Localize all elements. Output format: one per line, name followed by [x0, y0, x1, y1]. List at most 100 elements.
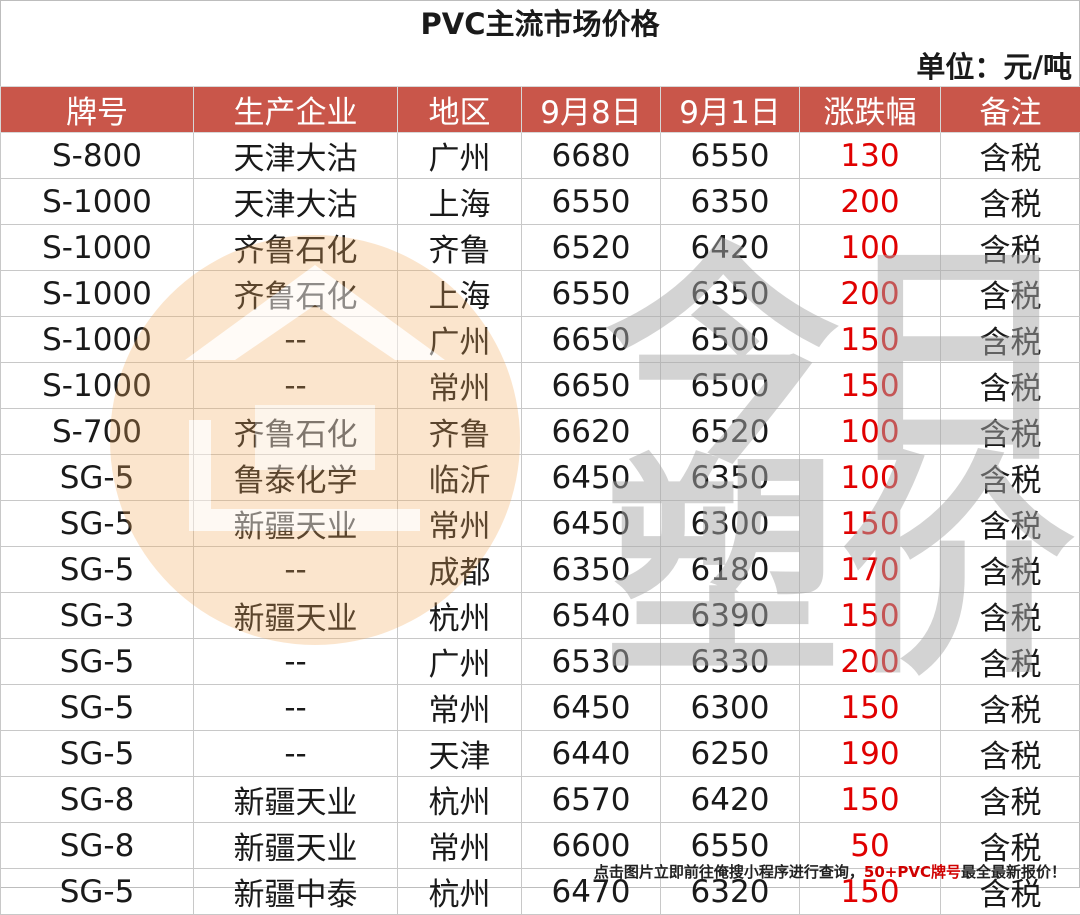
- cell-change: 150: [800, 685, 941, 731]
- cell-price-previous: 6300: [661, 501, 800, 547]
- cell-grade: S-700: [1, 409, 194, 455]
- header-note: 备注: [941, 87, 1080, 133]
- cell-price-previous: 6550: [661, 133, 800, 179]
- cell-price-previous: 6500: [661, 363, 800, 409]
- cell-price-current: 6450: [522, 455, 661, 501]
- cell-grade: S-1000: [1, 179, 194, 225]
- cell-region: 常州: [398, 363, 522, 409]
- cell-grade: SG-5: [1, 869, 194, 915]
- cell-price-current: 6530: [522, 639, 661, 685]
- cell-grade: SG-5: [1, 455, 194, 501]
- cell-grade: S-1000: [1, 225, 194, 271]
- cell-note: 含税: [941, 639, 1080, 685]
- cell-note: 含税: [941, 731, 1080, 777]
- cell-note: 含税: [941, 133, 1080, 179]
- cell-grade: SG-5: [1, 639, 194, 685]
- cell-producer: --: [194, 317, 398, 363]
- cell-price-previous: 6300: [661, 685, 800, 731]
- cell-grade: S-1000: [1, 363, 194, 409]
- cell-price-current: 6540: [522, 593, 661, 639]
- cell-price-current: 6520: [522, 225, 661, 271]
- cell-note: 含税: [941, 409, 1080, 455]
- cell-price-current: 6680: [522, 133, 661, 179]
- cell-region: 广州: [398, 133, 522, 179]
- cell-price-current: 6570: [522, 777, 661, 823]
- cell-price-current: 6550: [522, 179, 661, 225]
- unit-label: 单位：元/吨: [916, 48, 1072, 86]
- cell-grade: SG-8: [1, 777, 194, 823]
- cell-producer: 新疆天业: [194, 593, 398, 639]
- cell-price-previous: 6350: [661, 179, 800, 225]
- cell-change: 190: [800, 731, 941, 777]
- cell-change: 150: [800, 501, 941, 547]
- header-grade: 牌号: [1, 87, 194, 133]
- cell-producer: 新疆天业: [194, 501, 398, 547]
- cell-note: 含税: [941, 501, 1080, 547]
- cell-price-previous: 6180: [661, 547, 800, 593]
- cell-note: 含税: [941, 179, 1080, 225]
- footer-prefix: 点击图片立即前往俺搜小程序进行查询，: [594, 863, 864, 881]
- cell-price-previous: 6420: [661, 225, 800, 271]
- cell-region: 杭州: [398, 869, 522, 915]
- cell-note: 含税: [941, 225, 1080, 271]
- cell-region: 常州: [398, 823, 522, 869]
- table-header-row: 牌号 生产企业 地区 9月8日 9月1日 涨跌幅 备注: [1, 87, 1080, 133]
- cell-region: 成都: [398, 547, 522, 593]
- header-date-current: 9月8日: [522, 87, 661, 133]
- cell-producer: --: [194, 639, 398, 685]
- footer-highlight: 50+PVC牌号: [864, 863, 961, 881]
- footer-note[interactable]: 点击图片立即前往俺搜小程序进行查询，50+PVC牌号最全最新报价！: [594, 861, 1066, 882]
- cell-producer: 齐鲁石化: [194, 225, 398, 271]
- cell-grade: SG-8: [1, 823, 194, 869]
- cell-note: 含税: [941, 317, 1080, 363]
- cell-producer: --: [194, 363, 398, 409]
- cell-producer: --: [194, 547, 398, 593]
- cell-change: 150: [800, 363, 941, 409]
- header-change: 涨跌幅: [800, 87, 941, 133]
- cell-region: 常州: [398, 685, 522, 731]
- cell-price-current: 6620: [522, 409, 661, 455]
- cell-producer: 齐鲁石化: [194, 409, 398, 455]
- header-date-previous: 9月1日: [661, 87, 800, 133]
- cell-price-current: 6450: [522, 501, 661, 547]
- cell-change: 150: [800, 777, 941, 823]
- cell-change: 200: [800, 639, 941, 685]
- cell-producer: 天津大沽: [194, 133, 398, 179]
- cell-price-previous: 6350: [661, 271, 800, 317]
- cell-producer: 新疆中泰: [194, 869, 398, 915]
- cell-price-previous: 6500: [661, 317, 800, 363]
- cell-change: 150: [800, 317, 941, 363]
- header-region: 地区: [398, 87, 522, 133]
- cell-region: 杭州: [398, 777, 522, 823]
- cell-change: 200: [800, 179, 941, 225]
- cell-producer: 天津大沽: [194, 179, 398, 225]
- cell-price-previous: 6250: [661, 731, 800, 777]
- cell-region: 上海: [398, 179, 522, 225]
- cell-grade: SG-5: [1, 731, 194, 777]
- cell-price-current: 6650: [522, 363, 661, 409]
- cell-price-previous: 6420: [661, 777, 800, 823]
- cell-price-previous: 6390: [661, 593, 800, 639]
- cell-region: 天津: [398, 731, 522, 777]
- cell-producer: 新疆天业: [194, 823, 398, 869]
- cell-grade: S-800: [1, 133, 194, 179]
- cell-producer: 新疆天业: [194, 777, 398, 823]
- cell-region: 临沂: [398, 455, 522, 501]
- cell-change: 150: [800, 593, 941, 639]
- cell-region: 杭州: [398, 593, 522, 639]
- cell-region: 常州: [398, 501, 522, 547]
- cell-note: 含税: [941, 271, 1080, 317]
- cell-change: 100: [800, 225, 941, 271]
- cell-region: 齐鲁: [398, 225, 522, 271]
